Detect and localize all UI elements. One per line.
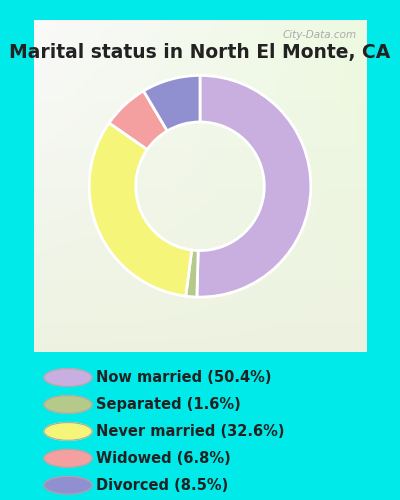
- Text: Now married (50.4%): Now married (50.4%): [96, 370, 272, 385]
- Text: Marital status in North El Monte, CA: Marital status in North El Monte, CA: [9, 43, 391, 62]
- Circle shape: [44, 368, 92, 386]
- Wedge shape: [109, 91, 167, 150]
- Circle shape: [44, 450, 92, 467]
- Text: City-Data.com: City-Data.com: [282, 30, 356, 40]
- Circle shape: [44, 396, 92, 413]
- Circle shape: [44, 476, 92, 494]
- Wedge shape: [186, 250, 198, 297]
- Wedge shape: [144, 76, 200, 131]
- Text: Separated (1.6%): Separated (1.6%): [96, 397, 241, 412]
- Text: Divorced (8.5%): Divorced (8.5%): [96, 478, 228, 493]
- Wedge shape: [197, 76, 311, 297]
- Text: Never married (32.6%): Never married (32.6%): [96, 424, 284, 439]
- Circle shape: [44, 422, 92, 440]
- Wedge shape: [89, 123, 192, 296]
- Text: Widowed (6.8%): Widowed (6.8%): [96, 451, 231, 466]
